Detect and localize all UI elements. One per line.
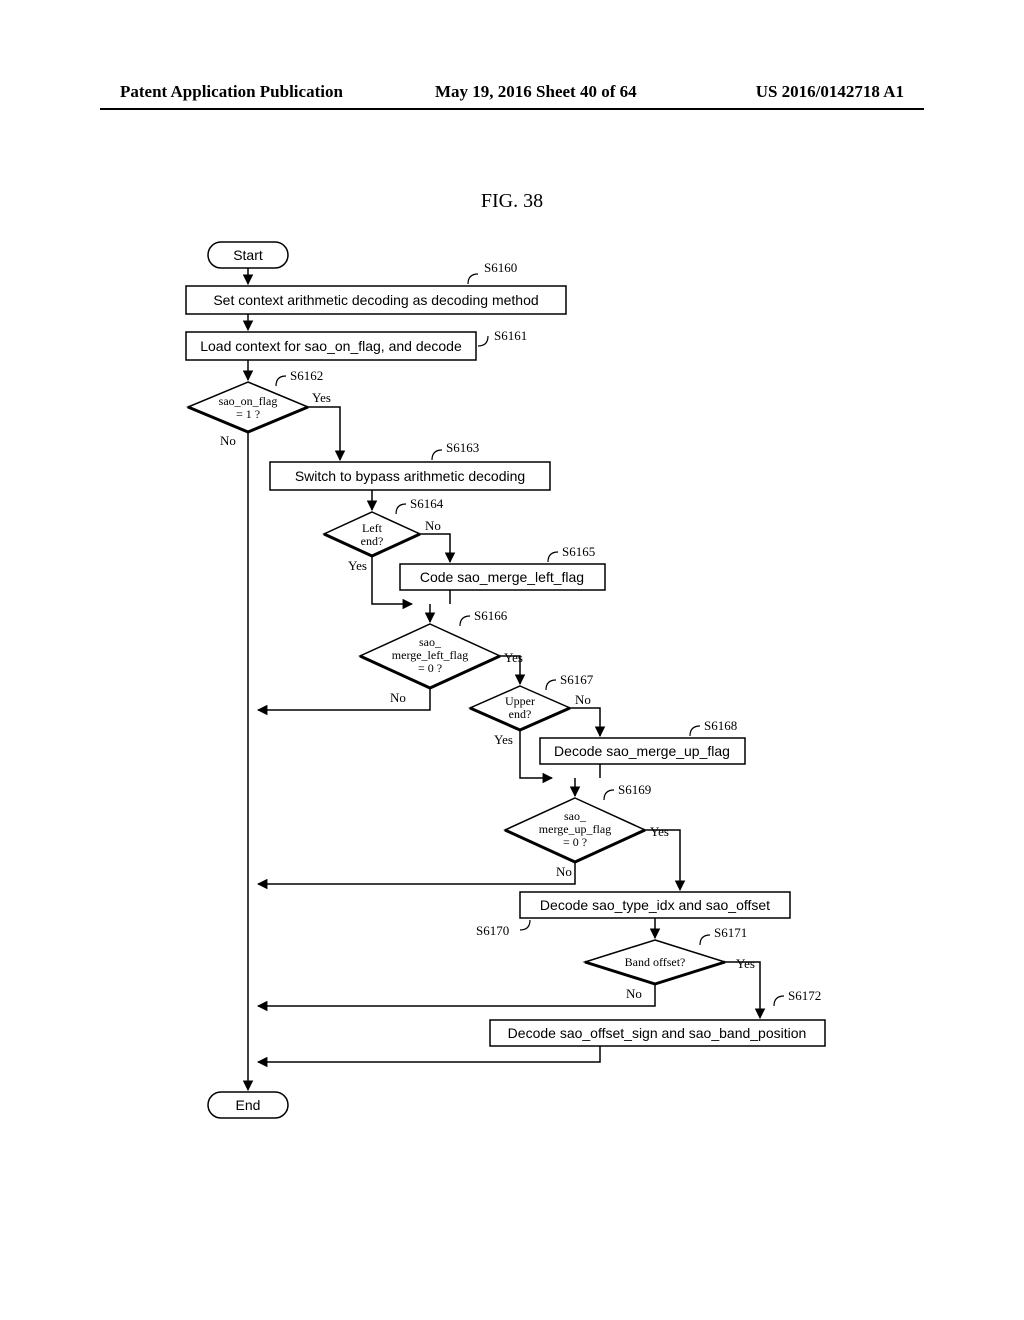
- label-s6160: S6160: [484, 260, 517, 275]
- svg-text:End: End: [236, 1097, 261, 1113]
- svg-text:Switch to bypass arithmetic de: Switch to bypass arithmetic decoding: [295, 468, 525, 484]
- svg-text:Left: Left: [362, 521, 383, 535]
- svg-text:Start: Start: [233, 247, 263, 263]
- svg-text:Band offset?: Band offset?: [625, 955, 686, 969]
- svg-text:merge_left_flag: merge_left_flag: [392, 648, 468, 662]
- node-s6161: Load context for sao_on_flag, and decode: [186, 332, 476, 360]
- node-s6170: Decode sao_type_idx and sao_offset: [520, 892, 790, 918]
- node-s6171: Band offset?: [585, 940, 725, 984]
- svg-text:Yes: Yes: [494, 732, 513, 747]
- svg-text:Decode sao_offset_sign and sao: Decode sao_offset_sign and sao_band_posi…: [508, 1025, 807, 1041]
- svg-text:Decode sao_merge_up_flag: Decode sao_merge_up_flag: [554, 743, 730, 759]
- node-end: End: [208, 1092, 288, 1118]
- svg-text:No: No: [390, 690, 406, 705]
- label-s6164: S6164: [410, 496, 444, 511]
- node-s6167: Upper end?: [470, 686, 570, 730]
- label-s6161: S6161: [494, 328, 527, 343]
- edge-no: No: [220, 433, 236, 448]
- node-s6165: Code sao_merge_left_flag: [400, 564, 605, 590]
- svg-text:sao_: sao_: [419, 635, 442, 649]
- svg-text:Load context for sao_on_flag,: Load context for sao_on_flag, and decode: [200, 338, 462, 354]
- svg-text:= 0 ?: = 0 ?: [418, 661, 442, 675]
- svg-text:= 0 ?: = 0 ?: [563, 835, 587, 849]
- svg-text:Yes: Yes: [736, 956, 755, 971]
- svg-text:No: No: [556, 864, 572, 879]
- label-s6167: S6167: [560, 672, 594, 687]
- svg-text:No: No: [626, 986, 642, 1001]
- label-s6171: S6171: [714, 925, 747, 940]
- svg-text:No: No: [425, 518, 441, 533]
- svg-text:end?: end?: [509, 707, 532, 721]
- label-s6169: S6169: [618, 782, 651, 797]
- svg-text:Upper: Upper: [505, 694, 535, 708]
- label-s6163: S6163: [446, 440, 479, 455]
- svg-text:Decode sao_type_idx and sao_of: Decode sao_type_idx and sao_offset: [540, 897, 770, 913]
- label-s6170: S6170: [476, 923, 509, 938]
- flowchart: Start Set context arithmetic decoding as…: [0, 0, 1024, 1320]
- node-s6169: sao_ merge_up_flag = 0 ?: [505, 798, 645, 862]
- edge-yes: Yes: [312, 390, 331, 405]
- bracket: [468, 274, 478, 284]
- svg-text:end?: end?: [361, 534, 384, 548]
- node-s6160: Set context arithmetic decoding as decod…: [186, 286, 566, 314]
- node-s6163: Switch to bypass arithmetic decoding: [270, 462, 550, 490]
- label-s6172: S6172: [788, 988, 821, 1003]
- svg-text:Yes: Yes: [650, 824, 669, 839]
- node-s6162: sao_on_flag = 1 ?: [188, 382, 308, 432]
- label-s6165: S6165: [562, 544, 595, 559]
- svg-text:Code sao_merge_left_flag: Code sao_merge_left_flag: [420, 569, 584, 585]
- svg-text:merge_up_flag: merge_up_flag: [539, 822, 611, 836]
- svg-text:No: No: [575, 692, 591, 707]
- node-s6166: sao_ merge_left_flag = 0 ?: [360, 624, 500, 688]
- node-s6164: Left end?: [324, 512, 420, 556]
- node-s6168: Decode sao_merge_up_flag: [540, 738, 745, 764]
- svg-text:sao_: sao_: [564, 809, 587, 823]
- label-s6162: S6162: [290, 368, 323, 383]
- svg-text:Set context arithmetic decodin: Set context arithmetic decoding as decod…: [213, 292, 538, 308]
- svg-text:= 1 ?: = 1 ?: [236, 407, 260, 421]
- node-start: Start: [208, 242, 288, 268]
- label-s6166: S6166: [474, 608, 508, 623]
- page: Patent Application Publication May 19, 2…: [0, 0, 1024, 1320]
- label-s6168: S6168: [704, 718, 737, 733]
- svg-text:Yes: Yes: [348, 558, 367, 573]
- node-s6172: Decode sao_offset_sign and sao_band_posi…: [490, 1020, 825, 1046]
- svg-text:sao_on_flag: sao_on_flag: [219, 394, 278, 408]
